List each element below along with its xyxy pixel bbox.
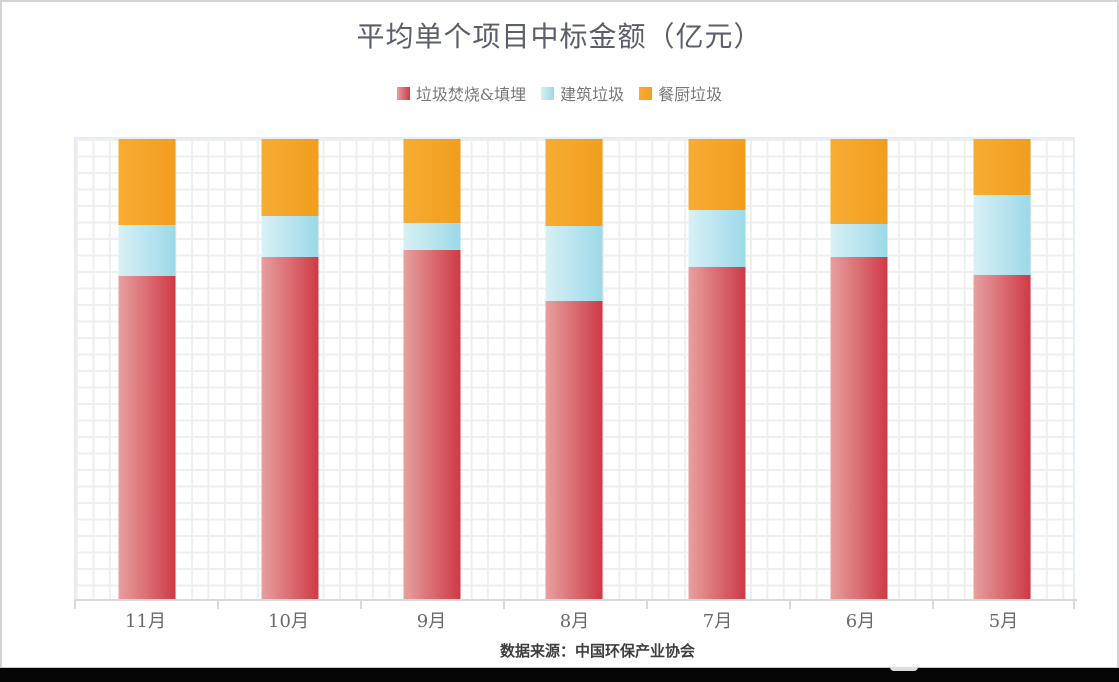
- bar-segment: [545, 139, 603, 227]
- bar-segment: [830, 139, 888, 224]
- bar-segment: [261, 139, 319, 217]
- x-axis-tick: [789, 601, 791, 609]
- chart-title: 平均单个项目中标金额（亿元）: [356, 20, 763, 53]
- bar-segment: [688, 209, 746, 267]
- bar-segment: [545, 226, 603, 301]
- letterbox-strip: [0, 667, 1119, 682]
- bar-column: [646, 139, 788, 600]
- bar-column: [218, 139, 360, 600]
- bar-segment: [118, 275, 176, 600]
- x-axis-label: 10月: [268, 611, 309, 632]
- legend-label: 垃圾焚烧&填埋: [415, 85, 527, 104]
- x-axis-tick: [360, 601, 362, 609]
- bar-segment: [261, 216, 319, 257]
- legend-item[interactable]: 建筑垃圾: [541, 81, 624, 105]
- x-axis-label: 5月: [988, 611, 1019, 632]
- legend-label: 建筑垃圾: [560, 85, 625, 104]
- x-axis-label: 6月: [845, 611, 876, 632]
- bar-column: [503, 139, 645, 600]
- x-axis-tick: [74, 601, 76, 609]
- stacked-bar: [688, 139, 746, 600]
- bar-segment: [118, 139, 176, 226]
- legend-label: 餐厨垃圾: [658, 85, 723, 104]
- bar-segment: [688, 139, 746, 210]
- source-note: 数据来源：中国环保产业协会: [499, 642, 695, 660]
- bar-segment: [403, 139, 461, 223]
- stacked-bar: [545, 139, 603, 600]
- legend: 垃圾焚烧&填埋 建筑垃圾 餐厨垃圾: [0, 81, 1119, 105]
- bar-segment: [403, 222, 461, 250]
- legend-swatch-icon: [396, 86, 410, 100]
- bar-column: [931, 139, 1073, 600]
- legend-swatch-icon: [541, 86, 555, 100]
- stacked-bar: [118, 139, 176, 600]
- legend-item[interactable]: 餐厨垃圾: [639, 81, 722, 105]
- x-axis-tick: [217, 601, 219, 609]
- bar-column: [76, 139, 218, 600]
- x-axis-tick: [1073, 601, 1075, 609]
- bar-segment: [973, 274, 1031, 600]
- bar-segment: [830, 256, 888, 600]
- plot-area: [74, 137, 1075, 600]
- x-axis-tick: [932, 601, 934, 609]
- bar-segment: [973, 194, 1031, 275]
- bar-segment: [545, 300, 603, 600]
- legend-swatch-icon: [639, 86, 653, 100]
- legend-item[interactable]: 垃圾焚烧&填埋: [396, 81, 527, 105]
- stacked-bar: [403, 139, 461, 600]
- bar-segment: [973, 139, 1031, 195]
- bar-segment: [118, 225, 176, 276]
- stacked-bar: [973, 139, 1031, 600]
- x-axis-tick: [646, 601, 648, 609]
- x-axis-line: [74, 599, 1077, 601]
- stacked-bar: [830, 139, 888, 600]
- bar-column: [788, 139, 930, 600]
- bar-segment: [688, 266, 746, 600]
- x-axis-tick: [503, 601, 505, 609]
- letterbox-notch: [890, 667, 918, 671]
- x-axis-label: 9月: [416, 611, 447, 632]
- bar-segment: [403, 249, 461, 600]
- bar-segment: [261, 256, 319, 600]
- x-axis-label: 7月: [702, 611, 733, 632]
- bar-column: [361, 139, 503, 600]
- stacked-bar: [261, 139, 319, 600]
- bar-segment: [830, 223, 888, 257]
- x-axis-label: 8月: [559, 611, 590, 632]
- x-axis-label: 11月: [125, 611, 166, 632]
